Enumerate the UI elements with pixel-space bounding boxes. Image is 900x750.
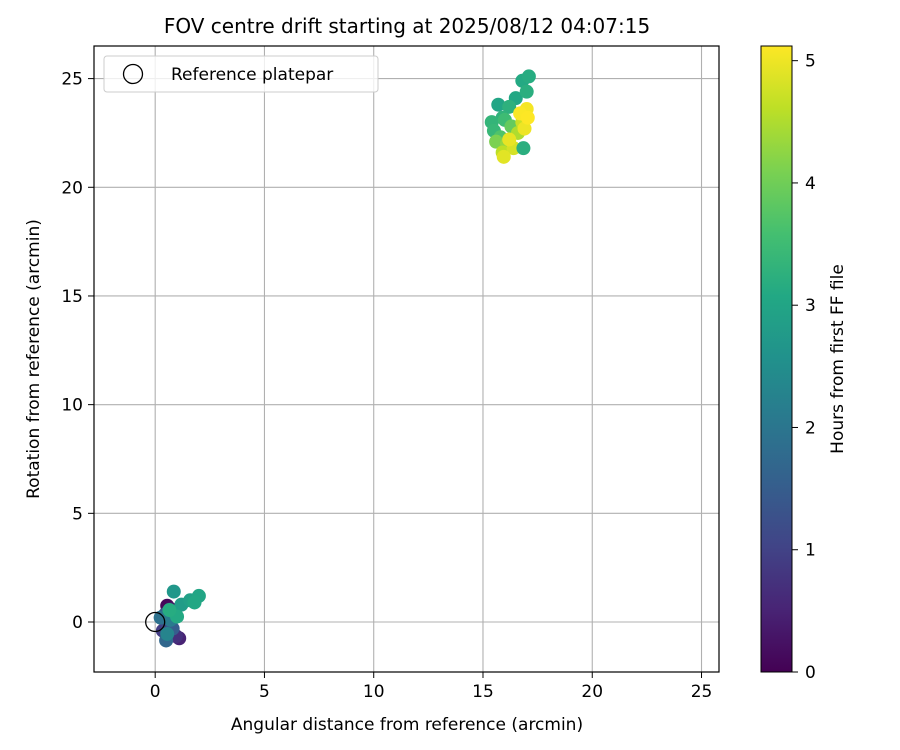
scatter-point bbox=[187, 595, 202, 610]
legend-label-reference: Reference platepar bbox=[171, 65, 333, 85]
y-tick-label: 20 bbox=[61, 178, 83, 198]
plot-frame bbox=[93, 45, 720, 673]
reference-marker-group bbox=[145, 611, 166, 633]
plot-background bbox=[94, 46, 719, 672]
colorbar-gradient bbox=[760, 45, 793, 673]
legend: Reference platepar bbox=[103, 55, 379, 93]
y-tick-label: 15 bbox=[61, 287, 83, 307]
colorbar-tick-label: 1 bbox=[805, 541, 816, 561]
scatter-points bbox=[153, 69, 536, 648]
colorbar-tick-label: 2 bbox=[805, 418, 816, 438]
y-tick-label: 25 bbox=[61, 70, 83, 90]
legend-reference-marker bbox=[122, 63, 144, 85]
scatter-point bbox=[521, 69, 536, 84]
y-axis-label: Rotation from reference (arcmin) bbox=[24, 219, 44, 499]
x-axis-ticks: 0 5 10 15 20 25 bbox=[150, 672, 713, 702]
scatter-point bbox=[166, 584, 181, 599]
y-tick-label: 10 bbox=[61, 396, 83, 416]
legend-box bbox=[103, 55, 379, 93]
scatter-point bbox=[502, 99, 517, 114]
reference-marker bbox=[145, 611, 166, 633]
x-tick-label: 0 bbox=[150, 682, 161, 702]
scatter-point bbox=[491, 97, 506, 112]
scatter-point bbox=[160, 626, 175, 641]
x-tick-label: 25 bbox=[691, 682, 713, 702]
scatter-point bbox=[517, 121, 532, 136]
chart-title: FOV centre drift starting at 2025/08/12 … bbox=[164, 14, 650, 38]
scatter-point bbox=[496, 149, 511, 164]
scatter-point bbox=[519, 84, 534, 99]
y-tick-label: 0 bbox=[72, 613, 83, 633]
y-axis-ticks: 0 5 10 15 20 25 bbox=[61, 70, 94, 633]
scatter-point bbox=[516, 141, 531, 156]
plot-area: 0 5 10 15 20 25 0 5 10 15 20 25 bbox=[61, 45, 720, 702]
colorbar-tick-label: 3 bbox=[805, 296, 816, 316]
colorbar-tick-label: 4 bbox=[805, 174, 816, 194]
x-tick-label: 10 bbox=[363, 682, 385, 702]
y-tick-label: 5 bbox=[72, 504, 83, 524]
x-axis-label: Angular distance from reference (arcmin) bbox=[231, 715, 583, 735]
colorbar-label: Hours from first FF file bbox=[828, 264, 848, 454]
scatter-point bbox=[520, 110, 535, 125]
colorbar: 0 1 2 3 4 5 Hours from first FF file bbox=[760, 45, 848, 683]
colorbar-ticks: 0 1 2 3 4 5 bbox=[792, 52, 816, 683]
x-tick-label: 20 bbox=[581, 682, 603, 702]
colorbar-tick-label: 0 bbox=[805, 663, 816, 683]
x-tick-label: 5 bbox=[259, 682, 270, 702]
x-tick-label: 15 bbox=[472, 682, 494, 702]
scatter-point bbox=[502, 132, 517, 147]
scatter-point bbox=[489, 134, 504, 149]
colorbar-tick-label: 5 bbox=[805, 52, 816, 72]
scatter-point bbox=[162, 603, 177, 618]
